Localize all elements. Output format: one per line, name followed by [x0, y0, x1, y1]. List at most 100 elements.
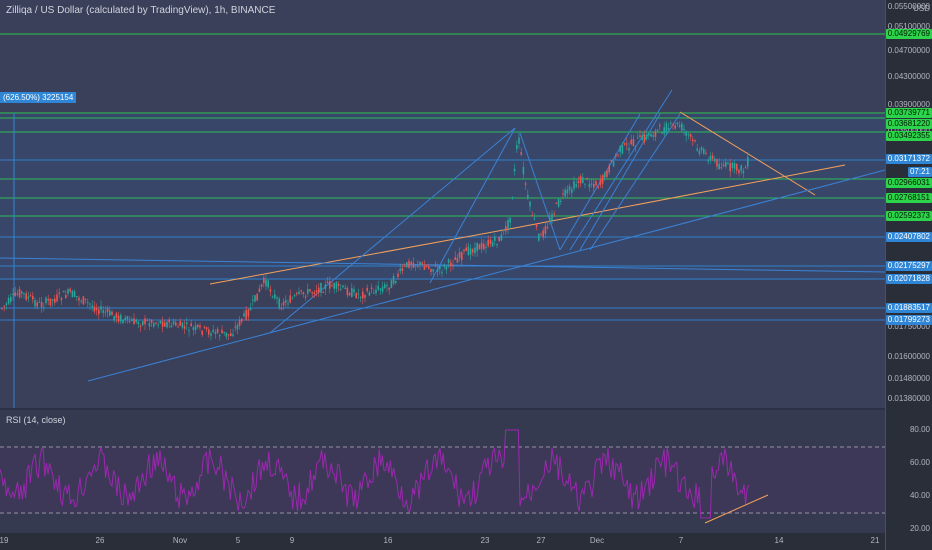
candle-body — [711, 155, 714, 159]
candle-body — [443, 264, 445, 267]
candle-body — [568, 186, 571, 191]
candle-body — [278, 298, 280, 309]
candle-body — [139, 325, 142, 327]
candle-body — [364, 295, 366, 298]
candle-body — [502, 229, 505, 231]
candle-body — [98, 309, 100, 315]
candle-body — [51, 299, 54, 301]
candle-body — [276, 297, 278, 299]
candle-body — [619, 145, 621, 153]
candle-body — [254, 295, 256, 302]
candle-body — [190, 323, 192, 327]
candle-body — [45, 297, 47, 304]
candle-body — [258, 288, 261, 292]
price-chart-pane[interactable]: Zilliqa / US Dollar (calculated by Tradi… — [0, 0, 885, 408]
trend-line — [589, 113, 681, 251]
candle-body — [287, 303, 289, 305]
price-tick-label: 0.01750000 — [887, 322, 930, 331]
candle-body — [150, 319, 153, 323]
candle-body — [263, 277, 265, 284]
candle-body — [632, 139, 635, 146]
time-axis[interactable]: 19 26 Nov 5 9 16 23 27 Dec 7 14 21 — [0, 533, 885, 550]
candle-body — [377, 285, 379, 290]
candle-body — [540, 234, 542, 236]
candle-body — [551, 214, 553, 221]
candle-body — [630, 139, 632, 145]
candle-body — [203, 326, 206, 328]
candle-body — [142, 321, 144, 326]
candle-body — [324, 284, 327, 290]
candle-body — [346, 288, 349, 296]
candle-body — [230, 333, 232, 337]
price-level-badge: 0.01883517 — [885, 303, 932, 313]
currency-label: USD — [913, 4, 930, 13]
price-level-badge: 0.03171372 — [885, 154, 932, 164]
candle-body — [507, 220, 509, 229]
time-tick-label: 16 — [383, 536, 393, 545]
candle-body — [3, 305, 5, 307]
candle-body — [315, 290, 318, 292]
candle-body — [122, 319, 124, 324]
time-tick-label: 23 — [480, 536, 490, 545]
candle-body — [40, 302, 43, 308]
candle-body — [430, 269, 432, 272]
candle-body — [269, 289, 272, 292]
candle-body — [485, 247, 487, 249]
trend-line — [519, 164, 846, 228]
candle-body — [678, 125, 681, 127]
candle-body — [36, 302, 38, 307]
time-tick-label: 26 — [95, 536, 105, 545]
candle-body — [82, 296, 85, 305]
candle-body — [38, 301, 41, 303]
candle-body — [342, 285, 344, 288]
candle-body — [164, 322, 166, 327]
candle-body — [179, 321, 181, 326]
candle-body — [12, 293, 14, 296]
rsi-pane[interactable]: RSI (14, close) — [0, 410, 885, 533]
candle-body — [115, 313, 118, 319]
candle-body — [126, 316, 129, 320]
candle-body — [379, 288, 382, 291]
rsi-chart-svg[interactable] — [0, 410, 885, 533]
candle-body — [718, 163, 720, 170]
candle-body — [133, 318, 135, 325]
price-level-badge: 0.01799273 — [885, 315, 932, 325]
candle-body — [645, 134, 648, 139]
price-level-badge: 0.03739771 — [885, 108, 932, 118]
candle-body — [454, 257, 456, 260]
candle-body — [43, 307, 45, 309]
candle-body — [14, 292, 16, 296]
candle-body — [654, 130, 657, 137]
candle-body — [634, 145, 637, 147]
candle-body — [584, 183, 586, 185]
time-tick-label: 9 — [289, 536, 295, 545]
candle-body — [667, 127, 670, 130]
candle-body — [280, 307, 283, 310]
candle-body — [533, 218, 536, 220]
price-chart-svg[interactable] — [0, 0, 885, 408]
candle-body — [282, 301, 285, 306]
candle-body — [450, 262, 452, 266]
price-tick-label: 0.05500000 — [887, 2, 930, 11]
candle-body — [555, 202, 558, 204]
candle-body — [434, 265, 437, 267]
candle-body — [256, 293, 258, 301]
candle-body — [23, 293, 25, 295]
candle-body — [610, 160, 613, 162]
candle-body — [274, 294, 276, 299]
candle-body — [709, 155, 712, 161]
candle-body — [513, 168, 516, 172]
candle-body — [170, 325, 173, 328]
price-level-badge: 0.02966031 — [885, 178, 932, 188]
candle-body — [498, 236, 500, 242]
candle-body — [463, 249, 465, 252]
candle-body — [747, 156, 749, 167]
candle-body — [546, 226, 549, 229]
price-level-badge: 0.02071828 — [885, 274, 932, 284]
candle-body — [425, 265, 428, 267]
candle-body — [535, 223, 538, 228]
candle-body — [104, 311, 107, 313]
candle-body — [241, 318, 243, 322]
price-axis[interactable]: USD 0.05500000 0.05100000 0.04700000 0.0430… — [885, 0, 932, 550]
candle-body — [56, 294, 58, 302]
